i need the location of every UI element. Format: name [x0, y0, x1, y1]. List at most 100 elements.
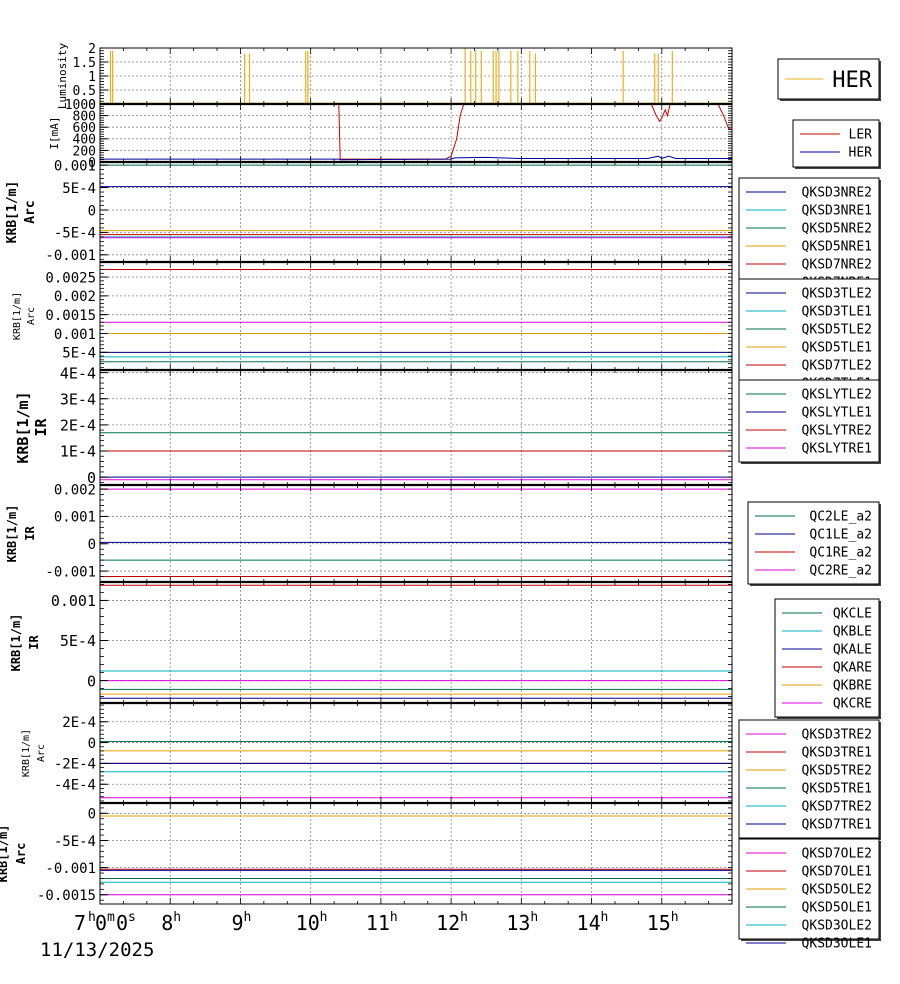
legend-label: QKSD3NRE1	[802, 204, 872, 219]
legend-label: QKSD5TLE2	[802, 323, 872, 338]
x-tick-label: 13 h	[506, 910, 538, 935]
y-tick-label: 0	[88, 203, 96, 219]
y-tick-label: 5E-4	[62, 181, 96, 197]
legend-label: QKSD5NRE2	[802, 222, 872, 237]
y-tick-label: 0.002	[54, 482, 96, 498]
legend-box	[774, 598, 880, 718]
y-tick-label: 0.0025	[45, 270, 96, 286]
y-axis-sublabel: Arc	[23, 200, 38, 223]
plot-panels: 00.511.52Luminosity02004006008001000I[mA…	[0, 42, 733, 905]
x-tick-label: 10 h	[296, 910, 328, 935]
x-tick-hour: 9	[231, 911, 243, 935]
x-tick-hour: 15	[647, 911, 671, 935]
y-tick-label: 1	[88, 70, 96, 85]
x-tick-extra: 0	[95, 911, 107, 935]
legend-ir2: QC2LE_a2 QC1LE_a2 QC1RE_a2 QC2RE_a2	[747, 501, 881, 586]
x-tick-extra: s	[128, 910, 136, 925]
legend-box	[738, 719, 880, 839]
x-tick-label: 14 h	[577, 910, 609, 935]
y-tick-label: 0	[88, 807, 96, 823]
y-tick-label: 0	[88, 537, 96, 553]
series-ler-line	[100, 104, 732, 160]
legend-label: HER	[832, 68, 872, 93]
panel-arc3: 2E-4 0 -2E-4 -4E-4 KRB[1/m] Arc	[21, 701, 733, 804]
legend-label: QKSD7OLE2	[802, 847, 872, 862]
y-axis-label: KRB[1/m]	[14, 391, 32, 463]
x-tick-hour: 10	[296, 911, 320, 935]
y-tick-label: -0.001	[45, 861, 96, 877]
panel-frame	[99, 161, 733, 263]
y-axis-label: KRB[1/m]	[5, 505, 19, 563]
x-tick-hour: 7	[74, 911, 86, 935]
y-tick-label: 800	[73, 110, 96, 125]
y-axis-label: Luminosity	[56, 43, 69, 110]
y-tick-label: 0	[87, 672, 96, 690]
y-tick-label: -5E-4	[54, 226, 96, 242]
x-tick-hour: 14	[577, 911, 601, 935]
x-tick-suffix: h	[601, 910, 609, 925]
panel-luminosity: 00.511.52 Luminosity	[56, 42, 733, 113]
legends: HERLERHERQKSD3NRE2QKSD3NRE1QKSD5NRE2QKSD…	[738, 58, 881, 952]
y-tick-label: -4E-4	[54, 778, 96, 794]
legend-label: QKSD5TLE1	[802, 341, 872, 356]
legend-label: QKSD5NRE1	[802, 240, 872, 255]
x-tick-hour: 8	[161, 911, 173, 935]
legend-label: QKSD3OLE1	[802, 937, 872, 952]
y-tick-label: -0.001	[45, 564, 96, 580]
legend-arc1: QKSD3NRE2 QKSD3NRE1 QKSD5NRE2 QKSD5NRE1 QKSD…	[738, 177, 881, 298]
y-tick-label: 0.002	[54, 289, 96, 305]
panel-frame	[99, 484, 733, 583]
panel-arc1: 0.001 5E-4 0 -5E-4 -0.001 KRB[1/m] Arc	[5, 158, 733, 264]
y-axis-sublabel: Arc	[14, 843, 28, 865]
panel-ir2: 0.002 0.001 0 -0.001 KRB[1/m] IR	[5, 482, 733, 583]
y-tick-label: 0.5	[73, 84, 96, 99]
x-tick-hour: 11	[366, 911, 390, 935]
legend-label: QKSD7OLE1	[802, 865, 872, 880]
legend-label: QKSD3TRE1	[802, 746, 872, 761]
y-tick-label: 200	[73, 144, 96, 159]
y-axis-label: KRB[1/m]	[12, 292, 23, 340]
legend-label: QKALE	[833, 643, 872, 658]
y-tick-label: 0.001	[51, 592, 96, 610]
panel-frame	[99, 369, 733, 486]
panel-frame	[99, 702, 733, 804]
legend-label: QKARE	[833, 661, 872, 676]
legend-label: QKCRE	[833, 697, 872, 712]
legend-label: QKSLYTRE1	[802, 442, 872, 457]
legend-label: QKSD7TRE1	[802, 818, 872, 833]
y-tick-label: 2	[88, 42, 96, 57]
y-tick-label: 0	[88, 736, 96, 752]
y-tick-label: 3E-4	[60, 390, 96, 408]
legend-label: QKSD5TRE2	[802, 764, 872, 779]
y-tick-label: 1000	[65, 98, 96, 113]
y-tick-label: 0.001	[54, 327, 96, 343]
x-tick-label: 11 h	[366, 910, 398, 935]
y-tick-label: 0.0015	[45, 308, 96, 324]
legend-current: LER HER	[792, 119, 881, 169]
panel-frame	[99, 802, 733, 905]
x-tick-label: 15 h	[647, 910, 679, 935]
legend-label: QKSD5OLE1	[802, 901, 872, 916]
y-tick-label: 0.001	[54, 158, 96, 174]
panel-frame	[99, 103, 733, 163]
x-tick-suffix: h	[243, 910, 251, 925]
legend-label: QKSD5OLE2	[802, 883, 872, 898]
legend-ir1: QKSLYTLE2 QKSLYTLE1 QKSLYTRE2 QKSLYTRE1	[738, 379, 881, 464]
y-tick-label: -0.001	[45, 248, 96, 264]
legend-label: HER	[849, 146, 873, 161]
y-tick-label: 0	[88, 156, 96, 171]
time-axis: 7 h 0 m 0 s 8 h 9 h 10 h 11 h 12 h 13 h 14 h 15 h11/13/2025	[40, 910, 679, 961]
y-axis-label: KRB[1/m]	[0, 825, 10, 883]
x-tick-suffix: h	[671, 910, 679, 925]
legend-label: QKSD7TLE2	[802, 359, 872, 374]
legend-label: QKSD7TRE2	[802, 800, 872, 815]
legend-box	[792, 119, 880, 168]
y-axis-label: KRB[1/m]	[5, 181, 20, 244]
y-tick-label: 600	[73, 121, 96, 136]
legend-label: QKSLYTRE2	[802, 424, 872, 439]
y-tick-label: 5E-4	[60, 632, 96, 650]
legend-box	[738, 278, 880, 395]
